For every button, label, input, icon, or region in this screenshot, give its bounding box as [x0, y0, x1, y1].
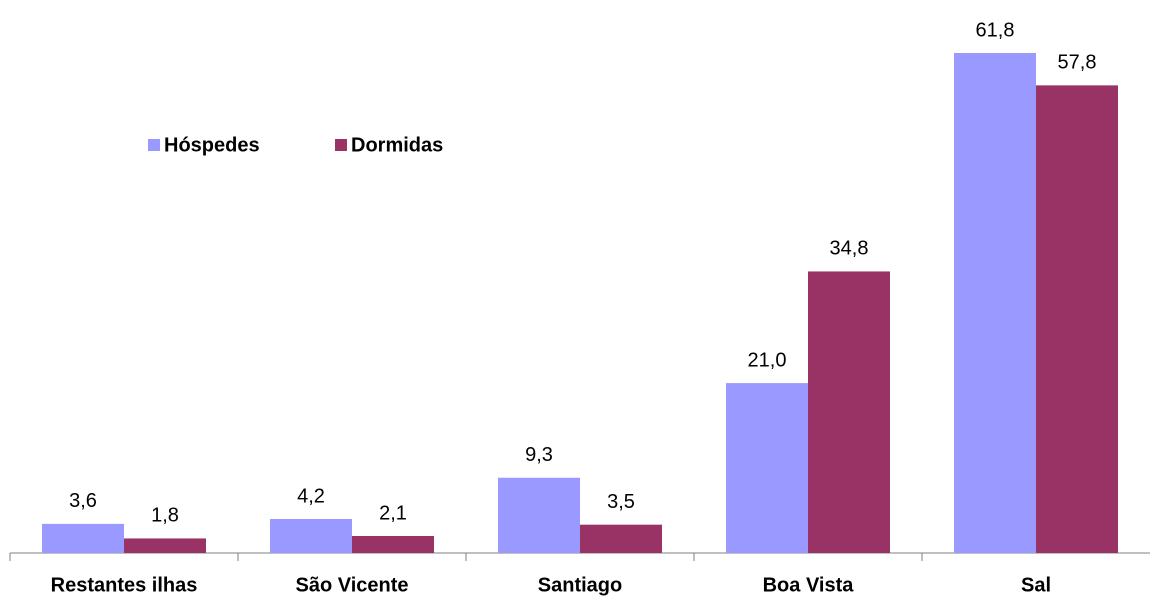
- bar: [124, 538, 206, 553]
- legend-swatch: [335, 139, 347, 151]
- legend-swatch: [148, 139, 160, 151]
- value-label: 1,8: [151, 505, 179, 527]
- x-tick-label: Santiago: [538, 574, 622, 596]
- x-tick-label: São Vicente: [295, 574, 408, 596]
- value-label: 9,3: [525, 444, 553, 466]
- bar: [726, 383, 808, 553]
- value-label: 21,0: [748, 349, 787, 371]
- value-label: 34,8: [830, 238, 869, 260]
- legend-label: Dormidas: [351, 134, 443, 156]
- value-label: 3,6: [69, 490, 97, 512]
- x-tick-label: Boa Vista: [763, 574, 855, 596]
- value-label: 61,8: [976, 19, 1015, 41]
- bar: [498, 477, 580, 553]
- value-label: 57,8: [1058, 52, 1097, 74]
- bar: [352, 536, 434, 553]
- value-label: 2,1: [379, 502, 407, 524]
- bar: [954, 53, 1036, 553]
- value-label: 3,5: [607, 491, 635, 513]
- legend-label: Hóspedes: [164, 134, 260, 156]
- x-tick-label: Restantes ilhas: [51, 574, 198, 596]
- x-tick-label: Sal: [1021, 574, 1051, 596]
- bar: [808, 271, 890, 553]
- bar: [42, 523, 124, 553]
- bar: [270, 519, 352, 553]
- bar: [1036, 85, 1118, 553]
- value-label: 4,2: [297, 485, 325, 507]
- bar: [580, 524, 662, 553]
